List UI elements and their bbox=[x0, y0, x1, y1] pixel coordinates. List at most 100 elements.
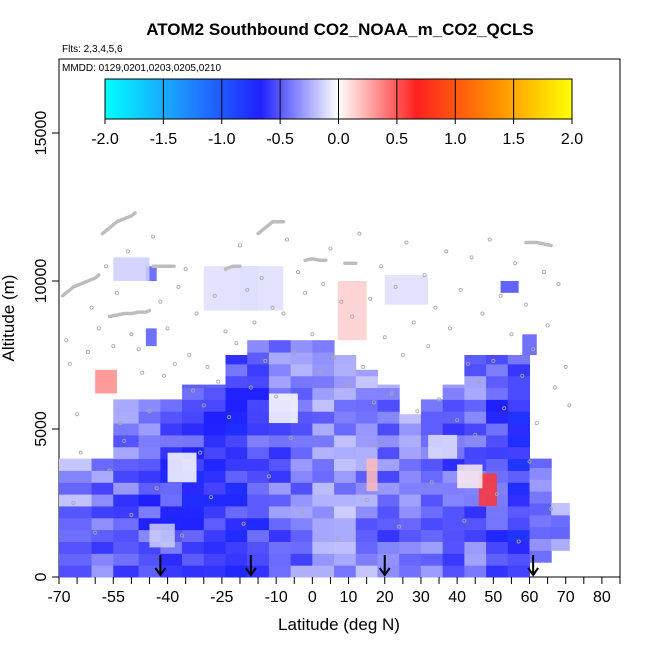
sample-point bbox=[270, 305, 275, 310]
sample-point bbox=[212, 293, 217, 298]
heatmap-cell bbox=[203, 517, 226, 531]
heatmap-cell bbox=[268, 363, 292, 377]
heatmap-cell bbox=[334, 553, 357, 566]
heatmap-cell bbox=[355, 541, 379, 554]
heatmap-cell bbox=[203, 458, 226, 471]
sample-point bbox=[379, 264, 384, 269]
heatmap-cell bbox=[138, 458, 161, 471]
heatmap-cell bbox=[247, 399, 270, 412]
heatmap-cell bbox=[247, 458, 270, 471]
sample-point bbox=[158, 299, 163, 304]
sample-point bbox=[487, 237, 492, 242]
heatmap-cell bbox=[160, 411, 183, 424]
heatmap-cell bbox=[268, 446, 292, 460]
x-axis: -70 -55 -40 -25 -10 0 10 20 30 40 50 60 70 80 bbox=[47, 577, 621, 606]
colorbar-tick-label: 2.0 bbox=[561, 131, 583, 148]
heatmap-cell bbox=[334, 423, 357, 436]
heatmap-cell bbox=[247, 363, 270, 377]
heatmap-cell bbox=[225, 387, 248, 400]
heatmap-cell bbox=[138, 553, 161, 566]
heatmap-cell bbox=[247, 470, 270, 483]
heatmap-cell bbox=[399, 458, 422, 471]
heatmap-cell bbox=[225, 529, 248, 542]
heatmap-cell bbox=[312, 352, 335, 365]
heatmap-cell bbox=[290, 505, 313, 519]
heatmap-cell bbox=[420, 411, 444, 424]
heatmap-cell bbox=[507, 470, 531, 483]
heatmap-cell bbox=[507, 434, 531, 448]
anomaly-cells bbox=[95, 257, 537, 548]
sample-point bbox=[534, 421, 539, 426]
sample-point bbox=[397, 524, 402, 529]
heatmap-cell bbox=[377, 494, 400, 507]
heatmap-cell bbox=[486, 458, 509, 471]
heatmap-cell bbox=[59, 529, 93, 542]
sample-point bbox=[433, 305, 438, 310]
heatmap-cell bbox=[247, 565, 270, 578]
heatmap-cell bbox=[290, 470, 313, 483]
heatmap-cell bbox=[529, 491, 552, 504]
sample-point bbox=[241, 521, 246, 526]
plot-area: MMDD: 0129,0201,0203,0205,0210 bbox=[58, 58, 621, 578]
heatmap-cell bbox=[529, 526, 552, 540]
heatmap-cell bbox=[464, 517, 487, 531]
anomaly-cell bbox=[145, 266, 157, 281]
heatmap-cell bbox=[182, 565, 205, 578]
sample-point bbox=[541, 270, 546, 275]
heatmap-cell bbox=[225, 494, 248, 507]
dates-label: MMDD: 0129,0201,0203,0205,0210 bbox=[62, 63, 221, 74]
heatmap-cell bbox=[160, 482, 183, 495]
sample-point bbox=[176, 284, 181, 289]
heatmap-cell bbox=[507, 494, 531, 507]
sample-point bbox=[118, 421, 123, 426]
sample-point bbox=[180, 533, 185, 538]
heatmap-cell bbox=[247, 482, 270, 495]
sample-point bbox=[104, 264, 109, 269]
heatmap-cell bbox=[59, 458, 93, 471]
anomaly-cell bbox=[268, 393, 298, 424]
heatmap-cell bbox=[377, 505, 400, 519]
heatmap-cell bbox=[225, 446, 248, 460]
y-tick-label: 15000 bbox=[33, 111, 50, 156]
heatmap-cell bbox=[138, 470, 161, 483]
heatmap-cell bbox=[312, 446, 335, 460]
x-tick-label: 70 bbox=[557, 589, 575, 606]
sample-point bbox=[509, 332, 514, 337]
sample-point bbox=[93, 530, 98, 535]
heatmap-cell bbox=[138, 411, 161, 424]
sample-point bbox=[465, 361, 470, 366]
sample-point bbox=[444, 249, 449, 254]
sample-point bbox=[545, 323, 550, 328]
heatmap-cell bbox=[138, 423, 161, 436]
sample-point bbox=[516, 539, 521, 544]
heatmap-cell bbox=[464, 363, 487, 377]
heatmap-cell bbox=[377, 446, 400, 460]
sample-point bbox=[513, 261, 518, 266]
sample-point bbox=[245, 287, 250, 292]
heatmap-cell bbox=[442, 553, 465, 566]
anomaly-cell bbox=[428, 434, 458, 459]
heatmap-cell bbox=[399, 494, 422, 507]
heatmap-cell bbox=[290, 541, 313, 554]
heatmap-cell bbox=[91, 565, 114, 578]
heatmap-cell bbox=[420, 529, 444, 542]
heatmap-cell bbox=[247, 517, 270, 531]
heatmap-cell bbox=[312, 505, 335, 519]
heatmap-cell bbox=[355, 423, 379, 436]
x-tick-label: 40 bbox=[448, 589, 466, 606]
heatmap-cell bbox=[312, 494, 335, 507]
heatmap-cell bbox=[399, 414, 422, 424]
sample-point bbox=[234, 341, 239, 346]
sample-point bbox=[556, 281, 561, 286]
heatmap-cell bbox=[507, 363, 531, 377]
anomaly-cell bbox=[203, 266, 259, 311]
sample-point bbox=[491, 358, 496, 363]
heatmap-cell bbox=[247, 375, 270, 389]
heatmap-cell bbox=[355, 529, 379, 542]
heatmap-cell bbox=[399, 482, 422, 495]
sample-point bbox=[125, 249, 130, 254]
sample-point bbox=[252, 320, 257, 325]
sample-point bbox=[129, 512, 134, 517]
heatmap-cell bbox=[507, 517, 531, 531]
sample-point bbox=[85, 350, 90, 355]
